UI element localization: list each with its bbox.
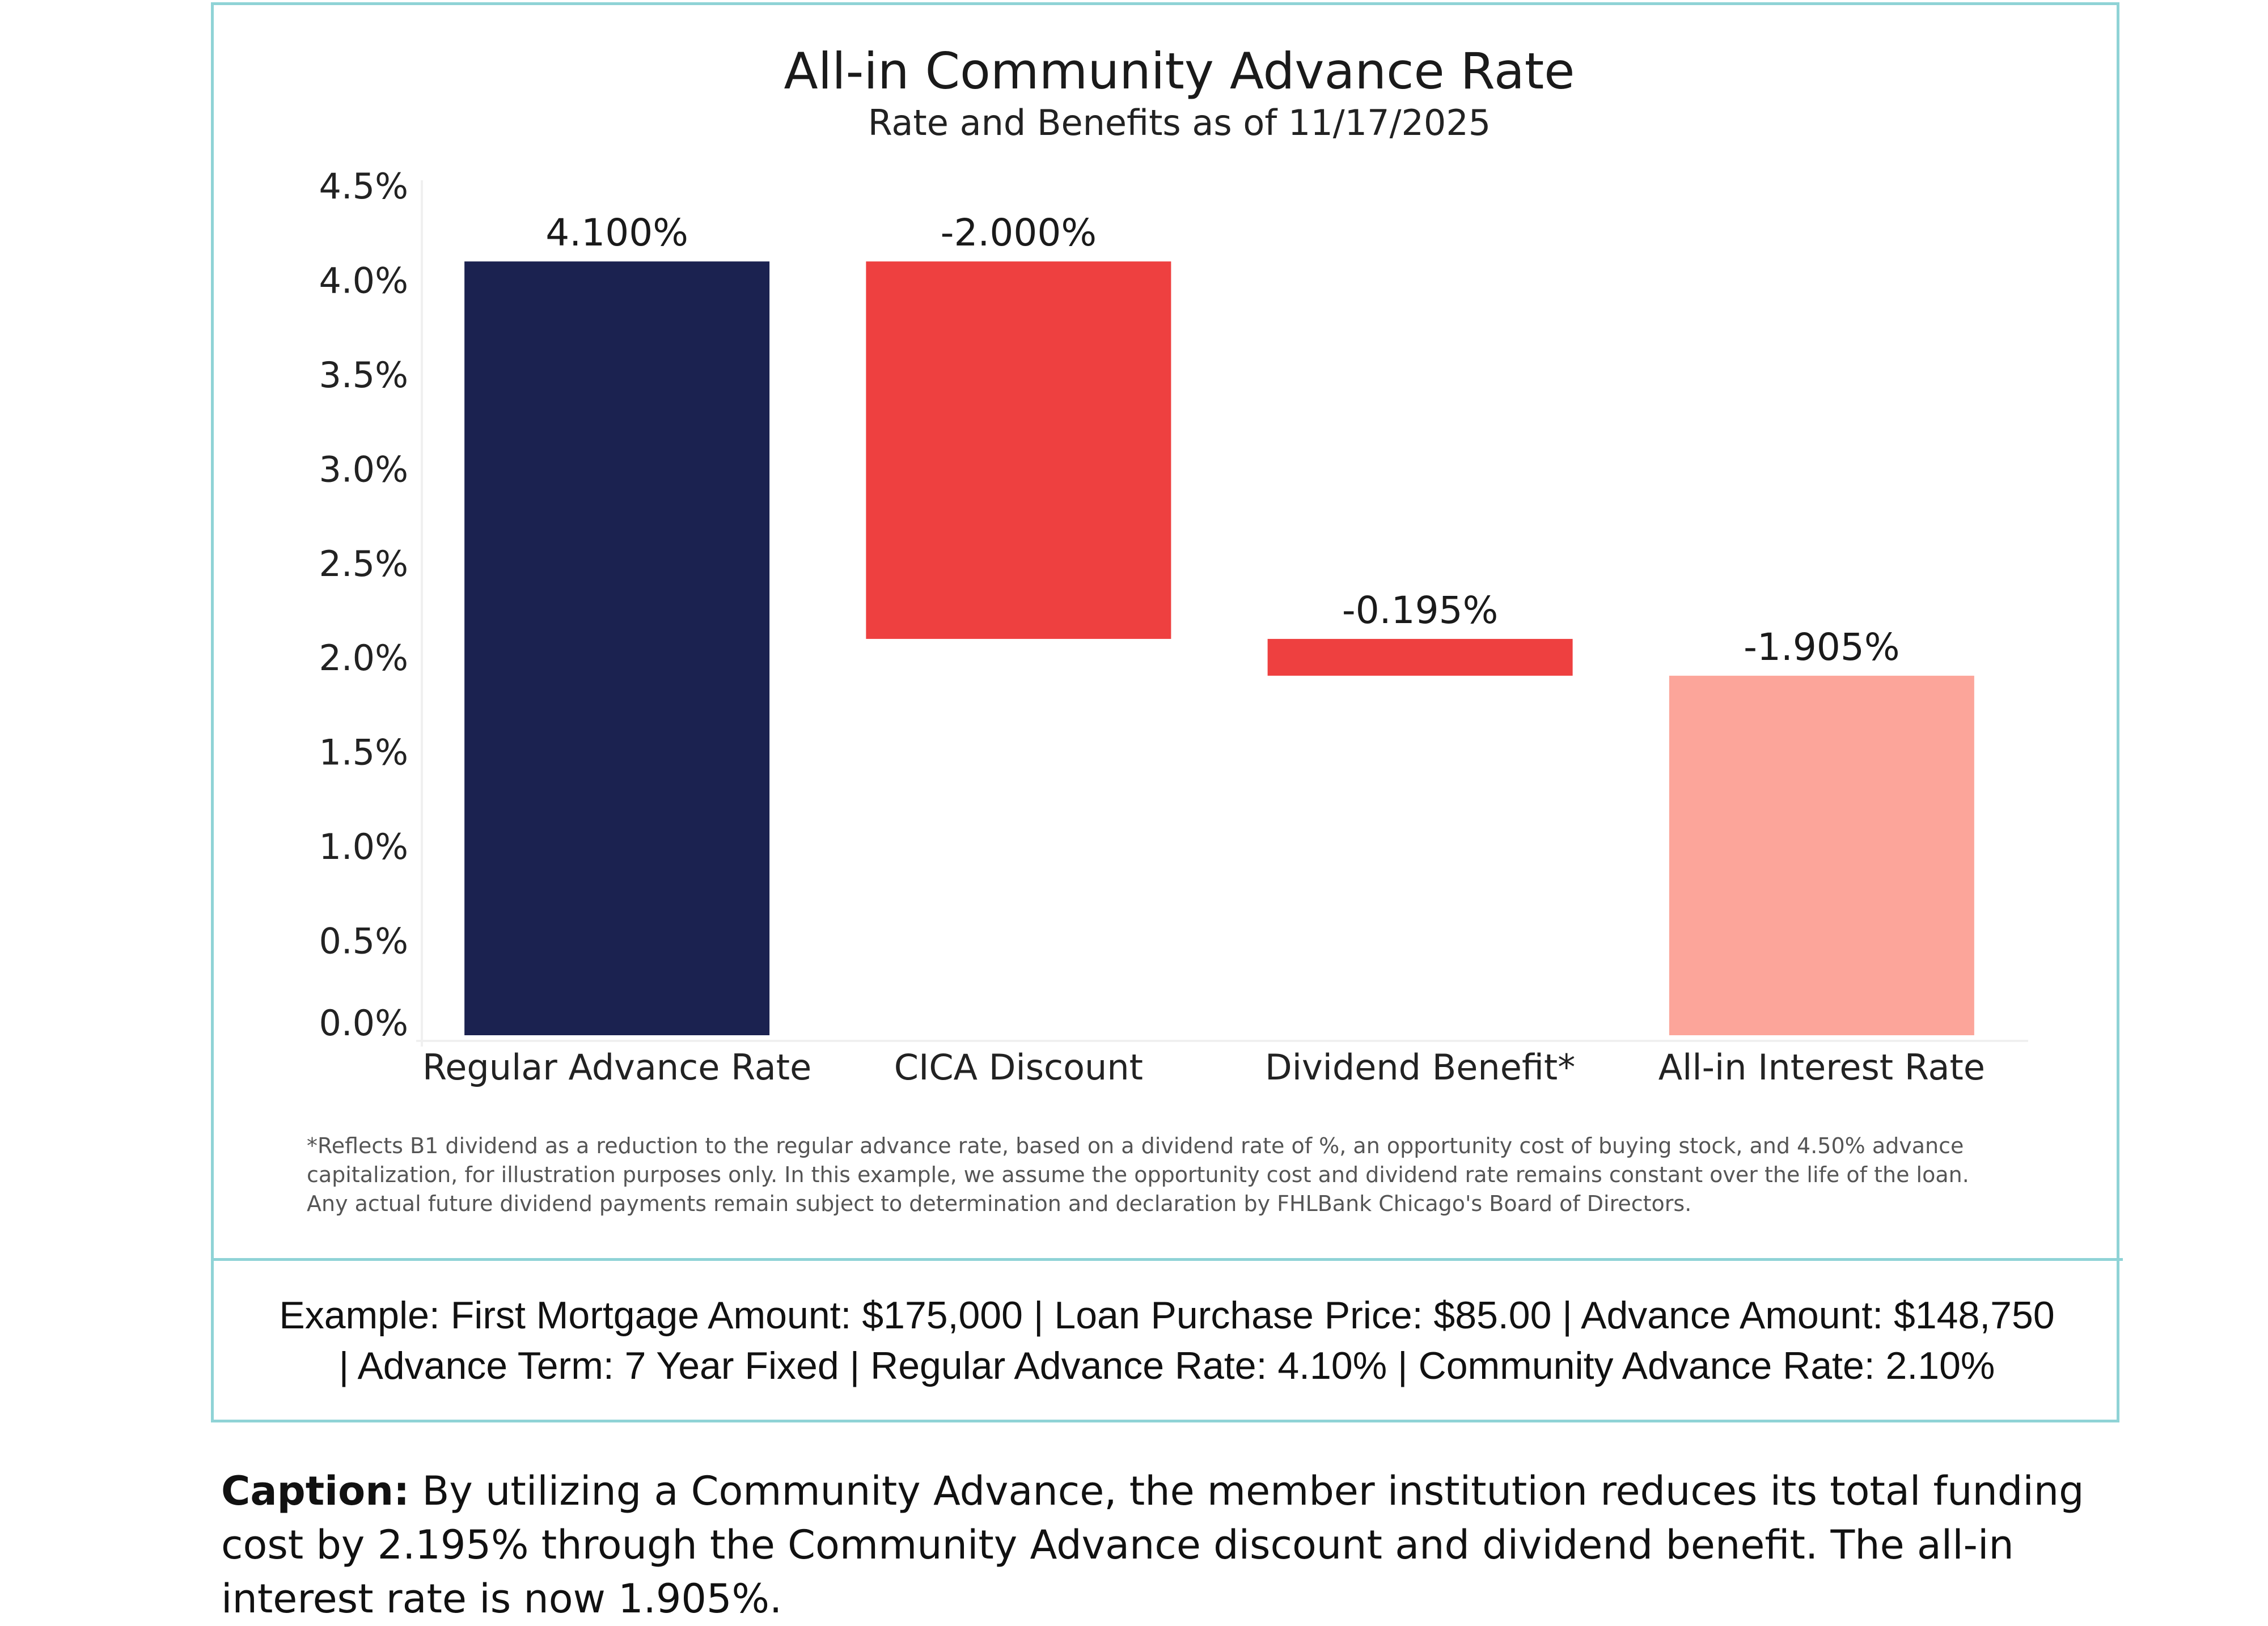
- example-divider: [211, 1258, 2123, 1261]
- bars: [464, 261, 1974, 1036]
- labels: 4.100% Regular Advance Rate -2.000% CICA Di…: [422, 211, 1985, 1088]
- y-tick-label: 1.5%: [319, 732, 408, 773]
- x-tick-label: Regular Advance Rate: [422, 1047, 811, 1088]
- bar-cica-discount: [866, 261, 1171, 639]
- bar-dividend-benefit: [1267, 638, 1573, 676]
- example-line: Example: First Mortgage Amount: $175,000…: [279, 1294, 2055, 1337]
- caption-label: Caption:: [221, 1468, 410, 1514]
- footnote-line: Any actual future dividend payments rema…: [307, 1191, 1692, 1216]
- y-tick-label: 0.0%: [319, 1002, 408, 1044]
- y-tick-label: 2.5%: [319, 543, 408, 585]
- y-tick-label: 3.0%: [319, 448, 408, 490]
- data-label: -0.195%: [1342, 588, 1498, 632]
- y-tick-label: 4.5%: [319, 166, 408, 207]
- data-label: 4.100%: [545, 211, 688, 255]
- x-tick-label: Dividend Benefit*: [1265, 1047, 1575, 1088]
- y-tick-label: 1.0%: [319, 826, 408, 867]
- x-tick-label: CICA Discount: [894, 1047, 1143, 1088]
- chart-frame: [211, 2, 2119, 1422]
- example-line: | Advance Term: 7 Year Fixed | Regular A…: [338, 1344, 1995, 1387]
- chart-title: All-in Community Advance Rate: [784, 42, 1575, 100]
- footnote-line: *Reflects B1 dividend as a reduction to …: [307, 1133, 1964, 1158]
- example-box: Example: First Mortgage Amount: $175,000…: [215, 1290, 2118, 1391]
- y-tick-label: 4.0%: [319, 260, 408, 301]
- bar-all-in-interest-rate: [1669, 675, 1974, 1035]
- y-tick-label: 0.5%: [319, 921, 408, 962]
- x-tick-label: All-in Interest Rate: [1658, 1047, 1985, 1088]
- axes: 0.0% 0.5% 1.0% 1.5% 2.0% 2.5% 3.0% 3.5% 4.0% 4.5%: [319, 166, 2028, 1047]
- chart-subtitle: Rate and Benefits as of 11/17/2025: [868, 102, 1491, 143]
- footnote-line: capitalization, for illustration purpose…: [307, 1162, 1969, 1187]
- footnote: *Reflects B1 dividend as a reduction to …: [307, 1132, 2064, 1218]
- caption-text: By utilizing a Community Advance, the me…: [221, 1468, 2084, 1622]
- data-label: -1.905%: [1744, 625, 1899, 669]
- y-tick-label: 3.5%: [319, 354, 408, 396]
- caption: Caption: By utilizing a Community Advanc…: [221, 1464, 2149, 1626]
- data-label: -2.000%: [941, 211, 1097, 255]
- y-tick-label: 2.0%: [319, 637, 408, 679]
- bar-regular-advance-rate: [464, 261, 770, 1036]
